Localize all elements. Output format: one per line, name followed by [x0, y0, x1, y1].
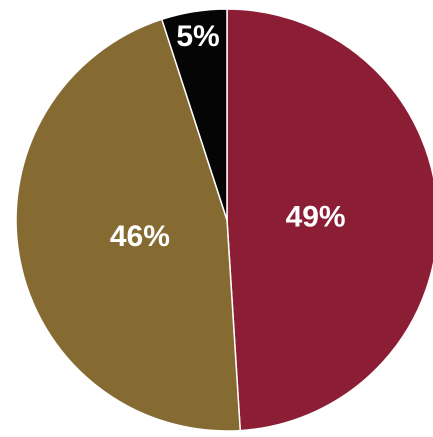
pie-slices: [15, 8, 433, 432]
pie-slice-2: [15, 18, 241, 432]
pie-labels: 49% 46% 5%: [110, 20, 346, 253]
pie-slice-3: [161, 8, 228, 221]
slice-label-1: 49%: [286, 201, 346, 234]
pie-slice-1: [226, 8, 433, 432]
slice-label-3: 5%: [176, 20, 219, 53]
slice-label-2: 46%: [110, 220, 170, 253]
